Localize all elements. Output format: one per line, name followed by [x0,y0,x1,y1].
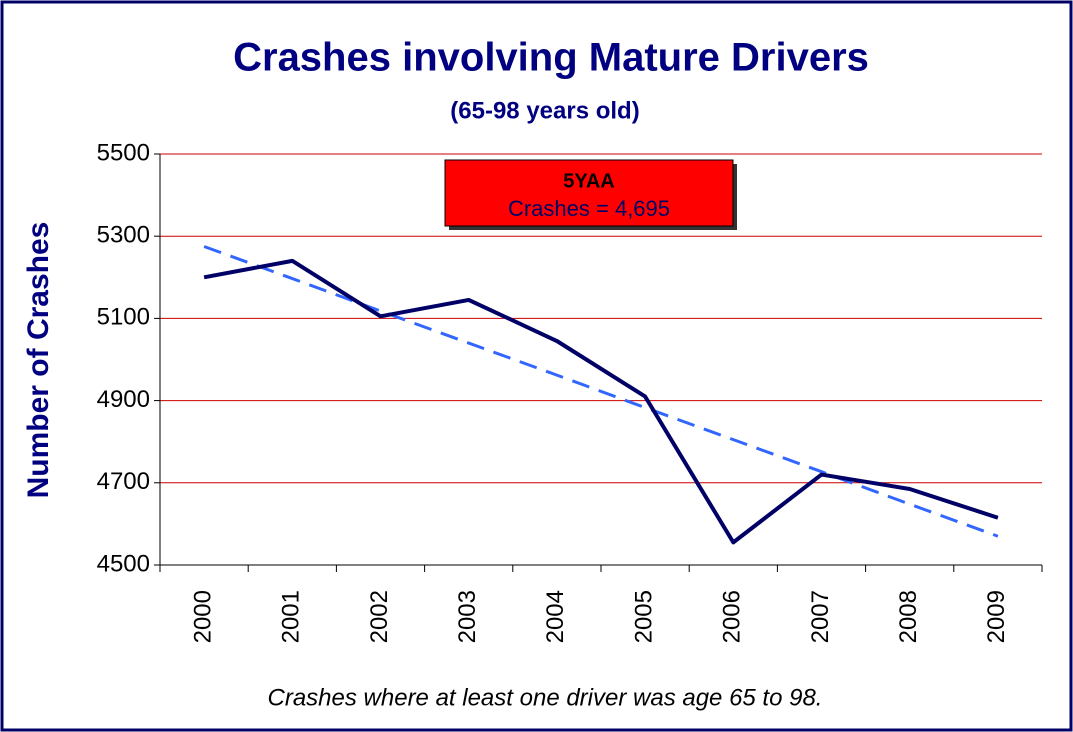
trend-line [203,245,999,538]
y-tick-label: 5100 [97,304,150,331]
chart-subtitle: (65-98 years old) [450,97,639,124]
y-tick-label: 4700 [97,468,150,495]
x-tick-label: 2008 [895,590,922,643]
x-tick-label: 2001 [278,590,305,643]
data-line [203,258,999,545]
x-tick-label: 2003 [454,590,481,643]
x-tick-label: 2006 [719,590,746,643]
y-tick-label: 4900 [97,386,150,413]
y-axis-label: Number of Crashes [22,222,55,499]
x-tick-label: 2007 [807,590,834,643]
x-tick-label: 2002 [366,590,393,643]
annotation-box [444,159,734,227]
x-tick-label: 2004 [542,590,569,643]
x-tick-label: 2000 [189,590,216,643]
x-tick-label: 2005 [630,590,657,643]
y-tick-label: 4500 [97,550,150,577]
chart-title: Crashes involving Mature Drivers [233,36,869,80]
y-tick-label: 5500 [97,139,150,166]
footnote: Crashes where at least one driver was ag… [268,684,823,711]
y-tick-label: 5300 [97,222,150,249]
annotation-title: 5YAA [563,170,615,192]
x-tick-label: 2009 [983,590,1010,643]
annotation-text: Crashes = 4,695 [508,196,670,221]
